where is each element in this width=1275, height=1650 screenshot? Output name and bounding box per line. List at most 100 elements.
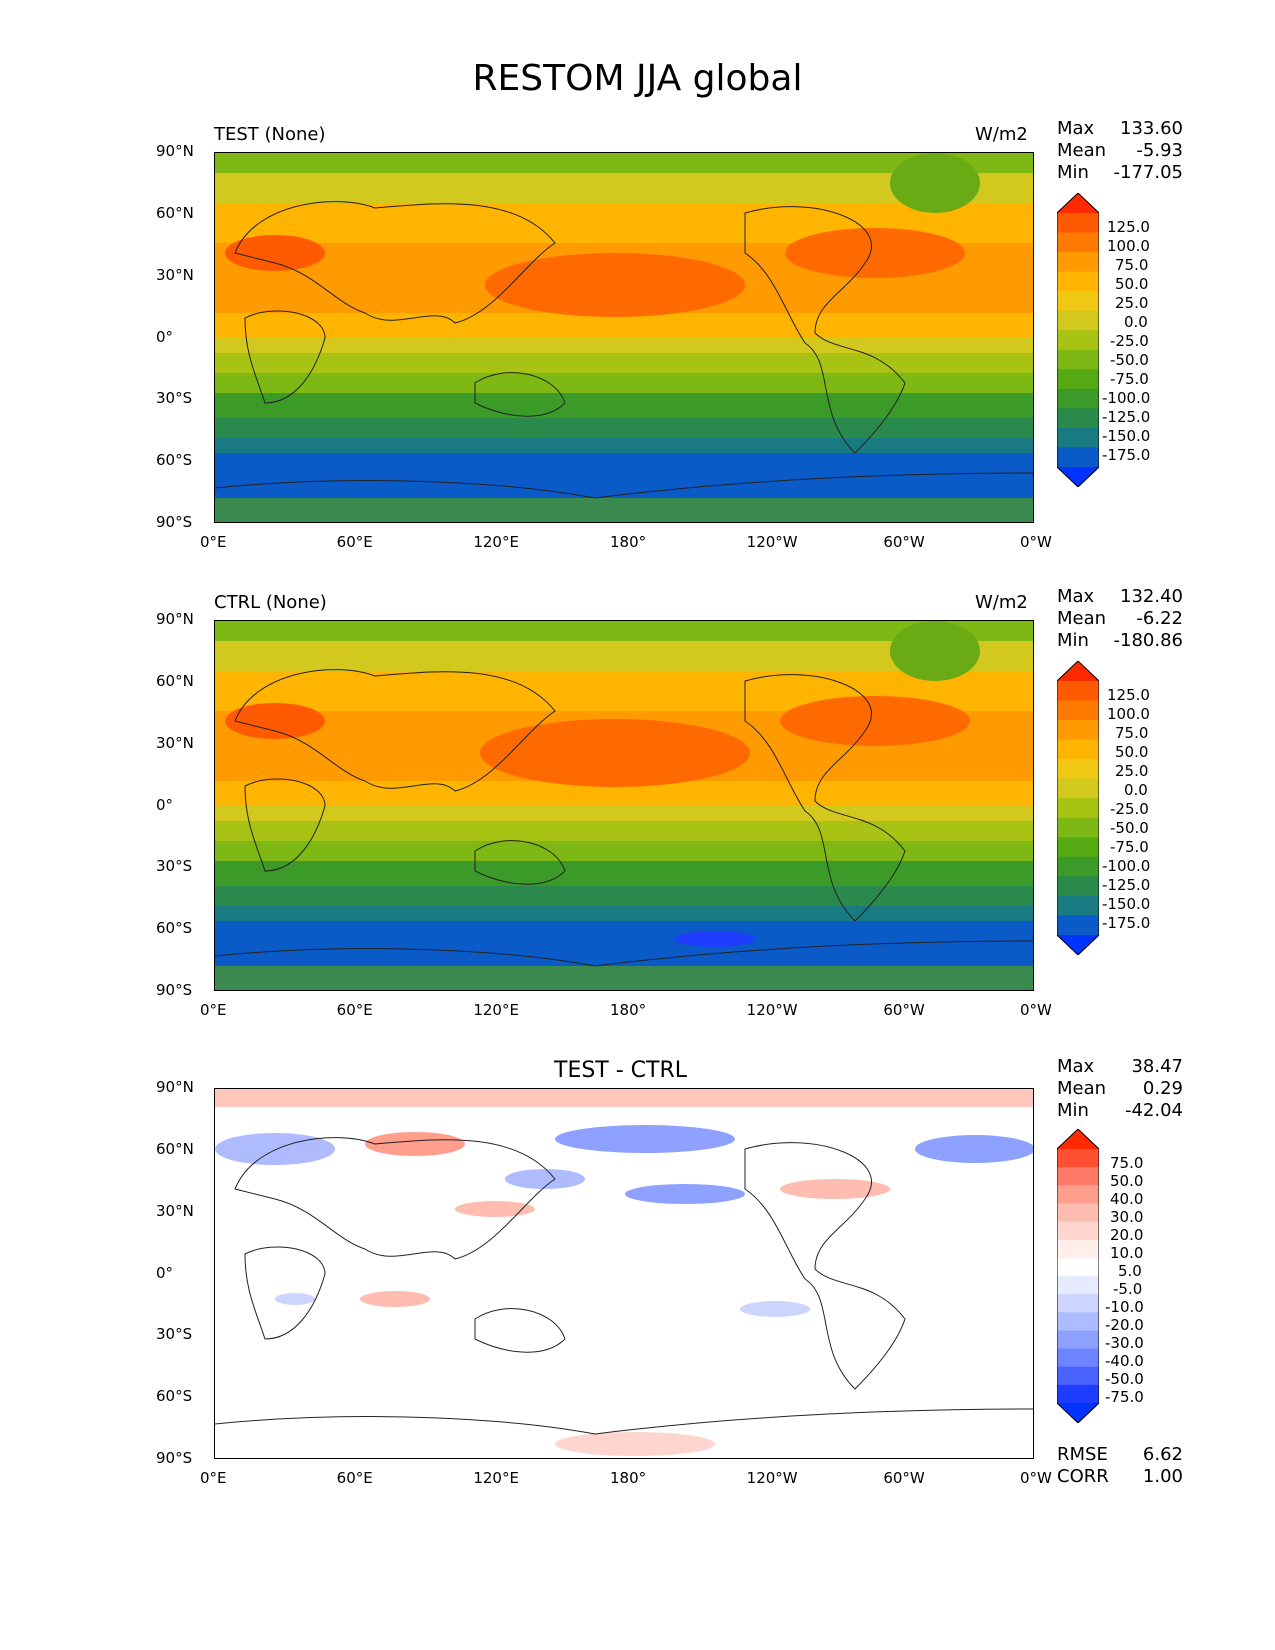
- cbar-label: -50.0: [1110, 819, 1149, 837]
- cbar-label: 100.0: [1107, 705, 1150, 723]
- x-tick-label: 180°: [610, 533, 647, 551]
- cbar-label: -175.0: [1102, 446, 1151, 464]
- colorbar-segment: [1057, 1203, 1099, 1223]
- y-tick-label: 60°S: [156, 1387, 193, 1406]
- cbar-label: 75.0: [1115, 724, 1149, 742]
- colorbar-extend-min: [1057, 1403, 1099, 1423]
- map-ctrl-field: [215, 621, 1033, 990]
- cbar-label: 50.0: [1115, 275, 1149, 293]
- y-tick-label: 90°N: [156, 142, 194, 160]
- colorbar-segment: [1057, 252, 1099, 273]
- colorbar-segment: [1057, 700, 1099, 721]
- colorbar-segment: [1057, 1330, 1099, 1350]
- x-tick-label: 0°W: [1020, 1001, 1052, 1019]
- y-tick-label: 60°N: [156, 671, 194, 690]
- panel-title-diff: TEST - CTRL: [554, 1058, 688, 1083]
- cbar-label: 20.0: [1110, 1226, 1144, 1244]
- cbar-label: -20.0: [1105, 1316, 1144, 1334]
- x-tick-label: 120°E: [473, 1469, 519, 1487]
- colorbar-segment: [1057, 1185, 1099, 1204]
- y-tick-label: 60°N: [156, 203, 194, 222]
- cbar-label: -75.0: [1110, 370, 1149, 388]
- colorbar-segment: [1057, 1366, 1099, 1386]
- cbar-label: -40.0: [1105, 1352, 1144, 1370]
- cbar-label: 75.0: [1110, 1154, 1144, 1172]
- colorbar-segment: [1057, 232, 1099, 253]
- x-tick-label: 60°E: [336, 1469, 373, 1487]
- cbar-label: -125.0: [1102, 408, 1151, 426]
- x-tick-label: 60°E: [336, 533, 373, 551]
- cbar-label: -175.0: [1102, 914, 1151, 932]
- y-tick-label: 60°N: [156, 1139, 194, 1158]
- rmse-label: RMSE: [1057, 1444, 1108, 1465]
- colorbar-test: [1057, 193, 1099, 487]
- cbar-label: -25.0: [1110, 332, 1149, 350]
- cbar-label: 30.0: [1110, 1208, 1144, 1226]
- x-tick-label: 120°E: [473, 1001, 519, 1019]
- stat-min-label: Min: [1057, 630, 1089, 651]
- colorbar-segment: [1057, 739, 1099, 760]
- colorbar-segment: [1057, 1257, 1099, 1277]
- y-tick-label: 30°N: [156, 1201, 194, 1220]
- colorbar-extend-max: [1057, 1129, 1099, 1149]
- y-tick-label: 30°S: [156, 389, 193, 408]
- colorbar-segment: [1057, 213, 1099, 234]
- cbar-label: -150.0: [1102, 895, 1151, 913]
- x-tick-label: 120°E: [473, 533, 519, 551]
- cbar-label: -30.0: [1105, 1334, 1144, 1352]
- colorbar-segment: [1057, 1294, 1099, 1313]
- colorbar-segment: [1057, 1384, 1099, 1404]
- colorbar-segment: [1057, 1239, 1099, 1259]
- cbar-label: -25.0: [1110, 800, 1149, 818]
- cbar-label: 125.0: [1107, 686, 1150, 704]
- x-tick-label: 120°W: [746, 1001, 798, 1019]
- stat-min-value: -42.04: [1124, 1100, 1183, 1121]
- diff-metrics: RMSE 6.62 CORR 1.00: [1057, 1444, 1183, 1488]
- cbar-label: -75.0: [1105, 1388, 1144, 1406]
- y-tick-label: 30°N: [156, 733, 194, 752]
- cbar-label: -75.0: [1110, 838, 1149, 856]
- map-test: [214, 152, 1034, 523]
- stat-max-value: 38.47: [1131, 1056, 1183, 1077]
- panel-title-test: TEST (None): [214, 124, 326, 145]
- map-diff-field: [215, 1089, 1033, 1458]
- colorbar-extend-max: [1057, 661, 1099, 681]
- colorbar-segment: [1057, 720, 1099, 741]
- colorbar-segment: [1057, 1221, 1099, 1241]
- stat-min-label: Min: [1057, 1100, 1089, 1121]
- colorbar-segment: [1057, 1149, 1099, 1168]
- y-tick-label: 0°: [156, 1263, 174, 1282]
- colorbar-segment: [1057, 1167, 1099, 1186]
- y-tick-label: 90°S: [156, 981, 193, 999]
- x-tick-label: 0°W: [1020, 1469, 1052, 1487]
- panel-units-ctrl: W/m2: [975, 592, 1028, 613]
- cbar-label: 25.0: [1115, 294, 1149, 312]
- corr-value: 1.00: [1142, 1466, 1183, 1487]
- cbar-label: 5.0: [1118, 1262, 1142, 1280]
- stat-max-value: 132.40: [1120, 586, 1183, 607]
- x-tick-label: 120°W: [746, 1469, 798, 1487]
- colorbar-segment: [1057, 1276, 1099, 1295]
- cbar-label: 100.0: [1107, 237, 1150, 255]
- colorbar-segment: [1057, 837, 1099, 858]
- stat-mean-value: -6.22: [1136, 608, 1183, 629]
- cbar-label: -150.0: [1102, 427, 1151, 445]
- cbar-label: -10.0: [1105, 1298, 1144, 1316]
- stat-min-value: -180.86: [1113, 630, 1183, 651]
- y-tick-label: 90°S: [156, 1449, 193, 1467]
- y-tick-label: 30°N: [156, 265, 194, 284]
- stat-min-value: -177.05: [1113, 162, 1183, 183]
- cbar-label: 75.0: [1115, 256, 1149, 274]
- rmse-value: 6.62: [1142, 1444, 1183, 1465]
- colorbar-segment: [1057, 759, 1099, 780]
- y-tick-label: 90°S: [156, 513, 193, 531]
- colorbar-segment: [1057, 408, 1099, 429]
- stat-mean-value: 0.29: [1142, 1078, 1183, 1099]
- colorbar-segment: [1057, 1312, 1099, 1331]
- x-tick-label: 60°E: [336, 1001, 373, 1019]
- stat-mean-label: Mean: [1057, 140, 1107, 161]
- x-tick-label: 0°W: [1020, 533, 1052, 551]
- stat-min-label: Min: [1057, 162, 1089, 183]
- corr-label: CORR: [1057, 1466, 1109, 1487]
- y-tick-label: 30°S: [156, 857, 193, 876]
